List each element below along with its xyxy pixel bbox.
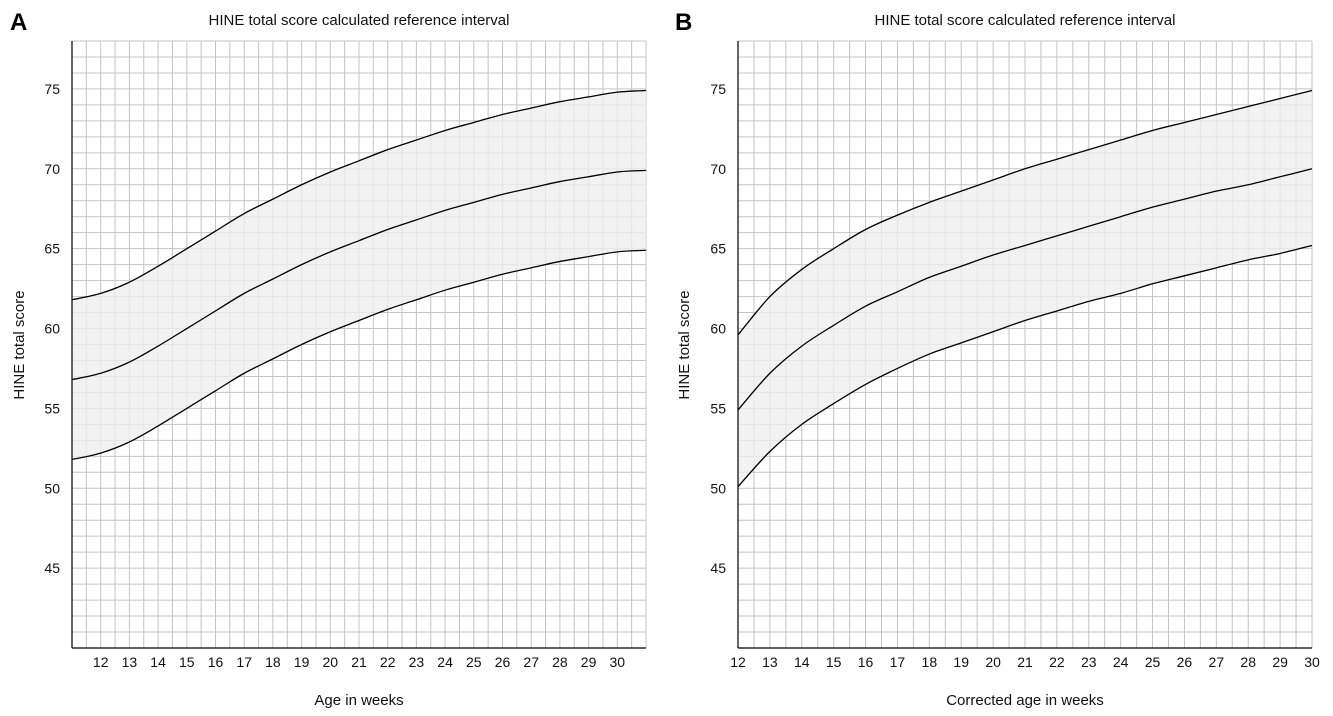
- y-tick-label: 65: [710, 241, 726, 257]
- x-tick-label: 21: [1017, 654, 1033, 670]
- series-line-median-b: [737, 168, 1313, 411]
- x-tick-label: 24: [1113, 654, 1129, 670]
- x-tick-label: 26: [1177, 654, 1193, 670]
- x-tick-label: 28: [1240, 654, 1256, 670]
- series-line-lower-a: [71, 249, 647, 461]
- x-tick-label: 12: [93, 654, 109, 670]
- x-tick-label: 23: [1081, 654, 1097, 670]
- chart-title-a: HINE total score calculated reference in…: [209, 12, 510, 29]
- x-tick-label: 29: [1272, 654, 1288, 670]
- x-tick-label: 25: [466, 654, 482, 670]
- x-tick-label: 24: [437, 654, 453, 670]
- x-tick-label: 27: [523, 654, 539, 670]
- x-tick-label: 30: [1304, 654, 1320, 670]
- x-tick-label: 22: [1049, 654, 1065, 670]
- x-tick-label: 20: [985, 654, 1001, 670]
- reference-band-b: [738, 90, 1312, 487]
- y-tick-label: 65: [44, 241, 60, 257]
- panel-label-a: A: [10, 9, 27, 36]
- y-tick-label: 75: [710, 81, 726, 97]
- y-tick-label: 45: [710, 560, 726, 576]
- x-axis-label-b: Corrected age in weeks: [946, 692, 1104, 709]
- panel-label-b: B: [675, 9, 692, 36]
- series-line-upper-b: [737, 89, 1313, 336]
- x-tick-label: 19: [953, 654, 969, 670]
- y-tick-label: 60: [710, 321, 726, 337]
- x-tick-label: 12: [730, 654, 746, 670]
- series-line-lower-b: [737, 244, 1313, 488]
- y-tick-label: 50: [710, 480, 726, 496]
- y-tick-label: 50: [44, 480, 60, 496]
- x-tick-label: 25: [1145, 654, 1161, 670]
- y-axis-label-a: HINE total score: [11, 290, 28, 399]
- chart-title-b: HINE total score calculated reference in…: [875, 12, 1176, 29]
- x-tick-label: 16: [208, 654, 224, 670]
- x-tick-label: 22: [380, 654, 396, 670]
- y-tick-label: 70: [44, 161, 60, 177]
- x-tick-label: 17: [890, 654, 906, 670]
- x-tick-label: 17: [236, 654, 252, 670]
- x-tick-label: 14: [150, 654, 166, 670]
- x-tick-label: 21: [351, 654, 367, 670]
- x-tick-label: 27: [1209, 654, 1225, 670]
- y-tick-label: 60: [44, 321, 60, 337]
- y-tick-label: 55: [44, 400, 60, 416]
- plot-area-a: 12 13 14 15 16 17 18 19 20 21 22 23 24 25 26 27 28 29 30 45…: [44, 40, 647, 670]
- x-tick-label: 19: [294, 654, 310, 670]
- reference-band-a: [72, 90, 646, 460]
- x-tick-label: 16: [858, 654, 874, 670]
- x-tick-label: 20: [323, 654, 339, 670]
- x-tick-label: 28: [552, 654, 568, 670]
- x-axis-label-a: Age in weeks: [314, 692, 403, 709]
- x-tick-label: 15: [826, 654, 842, 670]
- y-tick-label: 70: [710, 161, 726, 177]
- x-tick-label: 14: [794, 654, 810, 670]
- plot-area-b: 12 13 14 15 16 17 18 19 20 21 22 23 24 25 26 27 28 29 30 45…: [710, 40, 1320, 670]
- y-tick-label: 45: [44, 560, 60, 576]
- x-tick-label: 29: [581, 654, 597, 670]
- x-tick-label: 18: [265, 654, 281, 670]
- y-tick-label: 75: [44, 81, 60, 97]
- y-axis-label-b: HINE total score: [676, 290, 693, 399]
- x-tick-label: 30: [610, 654, 626, 670]
- x-tick-label: 13: [762, 654, 778, 670]
- x-tick-label: 18: [922, 654, 938, 670]
- series-line-median-a: [71, 169, 647, 381]
- x-tick-label: 13: [122, 654, 138, 670]
- series-line-upper-a: [71, 89, 647, 301]
- x-tick-label: 23: [409, 654, 425, 670]
- y-tick-label: 55: [710, 400, 726, 416]
- x-tick-label: 15: [179, 654, 195, 670]
- x-tick-label: 26: [495, 654, 511, 670]
